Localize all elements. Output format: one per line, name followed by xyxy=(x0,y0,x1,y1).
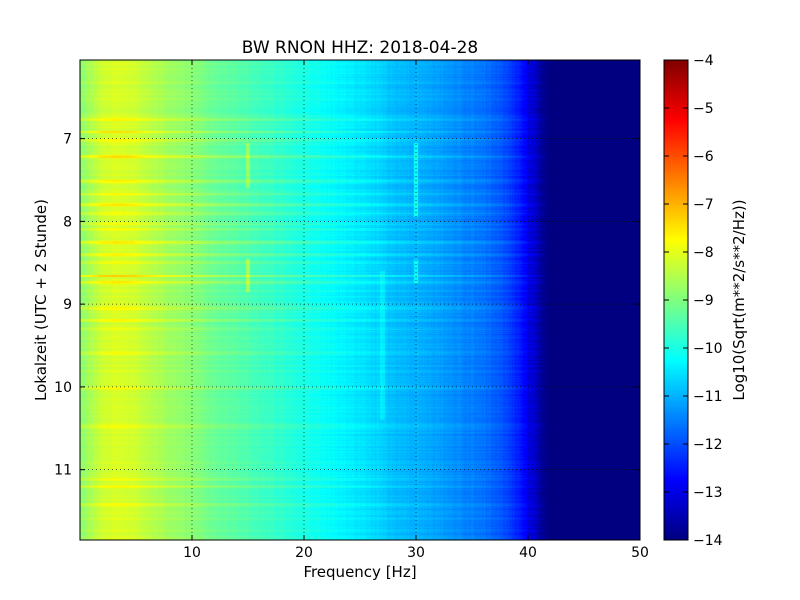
x-tick-label: 20 xyxy=(295,545,313,561)
y-axis-label: Lokalzeit (UTC + 2 Stunde) xyxy=(32,199,50,401)
colorbar-tick-label: −10 xyxy=(693,341,723,357)
colorbar-tick-label: −9 xyxy=(693,293,714,309)
plot-frame xyxy=(79,59,641,541)
colorbar-label: Log10(Sqrt(m**2/s**2/Hz)) xyxy=(730,199,748,400)
y-tick-label: 8 xyxy=(63,214,72,230)
x-axis-ticks: 10 20 30 40 50 xyxy=(183,60,649,561)
x-tick-label: 50 xyxy=(631,545,649,561)
grid-lines xyxy=(80,60,640,540)
colorbar-tick-label: −12 xyxy=(693,437,723,453)
colorbar-tick-label: −13 xyxy=(693,485,723,501)
y-tick-label: 11 xyxy=(54,463,72,479)
spectrogram-heatmap xyxy=(80,60,640,540)
colorbar-tick-label: −11 xyxy=(693,389,723,405)
colorbar-tick-label: −6 xyxy=(693,149,714,165)
colorbar-tick-label: −8 xyxy=(693,245,714,261)
colorbar-ticks: −4 −5 −6 −7 −8 −9 −10 −11 −12 −13 −14 xyxy=(664,53,723,549)
x-tick-label: 30 xyxy=(407,545,425,561)
colorbar-tick-label: −4 xyxy=(693,53,714,69)
colorbar-tick-label: −7 xyxy=(693,197,714,213)
spectrogram-plot-area xyxy=(79,59,641,541)
x-tick-label: 10 xyxy=(183,545,201,561)
x-axis-label: Frequency [Hz] xyxy=(303,563,416,581)
colorbar: −4 −5 −6 −7 −8 −9 −10 −11 −12 −13 −14 xyxy=(663,53,723,549)
colorbar-tick-label: −14 xyxy=(693,533,723,549)
chart-title: BW RNON HHZ: 2018-04-28 xyxy=(242,38,478,58)
y-tick-label: 10 xyxy=(54,380,72,396)
colorbar-tick-label: −5 xyxy=(693,101,714,117)
x-tick-label: 40 xyxy=(519,545,537,561)
y-tick-label: 7 xyxy=(63,132,72,148)
y-tick-label: 9 xyxy=(63,297,72,313)
y-axis-ticks: 7 8 9 10 11 xyxy=(54,132,640,479)
